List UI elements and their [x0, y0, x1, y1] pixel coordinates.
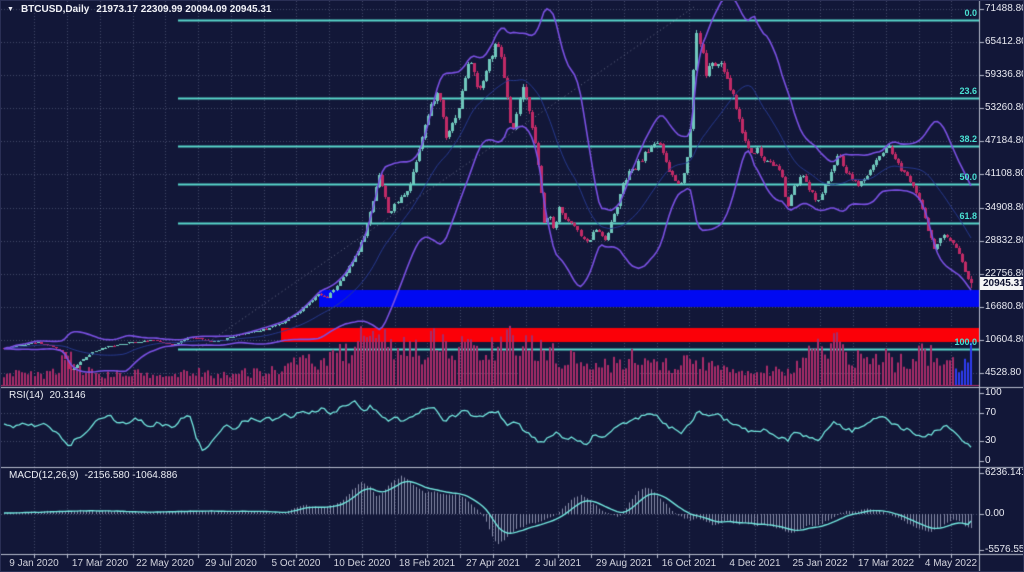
symbol-line: ▼ BTCUSD,Daily 21973.17 22309.99 20094.0…	[7, 4, 271, 15]
symbol-label: BTCUSD,Daily	[20, 4, 90, 15]
rsi-value: 20.3146	[49, 390, 86, 401]
symbol-dropdown-icon[interactable]: ▼	[7, 6, 14, 13]
rsi-title: RSI(14)	[9, 390, 44, 401]
macd-title: MACD(12,26,9)	[9, 470, 79, 481]
rsi-label: RSI(14) 20.3146	[9, 390, 86, 401]
current-price-badge: 20945.31	[980, 277, 1023, 290]
macd-label: MACD(12,26,9) -2156.580 -1064.886	[9, 470, 177, 481]
macd-values: -2156.580 -1064.886	[84, 470, 178, 481]
ohlc-values: 21973.17 22309.99 20094.09 20945.31	[96, 4, 272, 15]
